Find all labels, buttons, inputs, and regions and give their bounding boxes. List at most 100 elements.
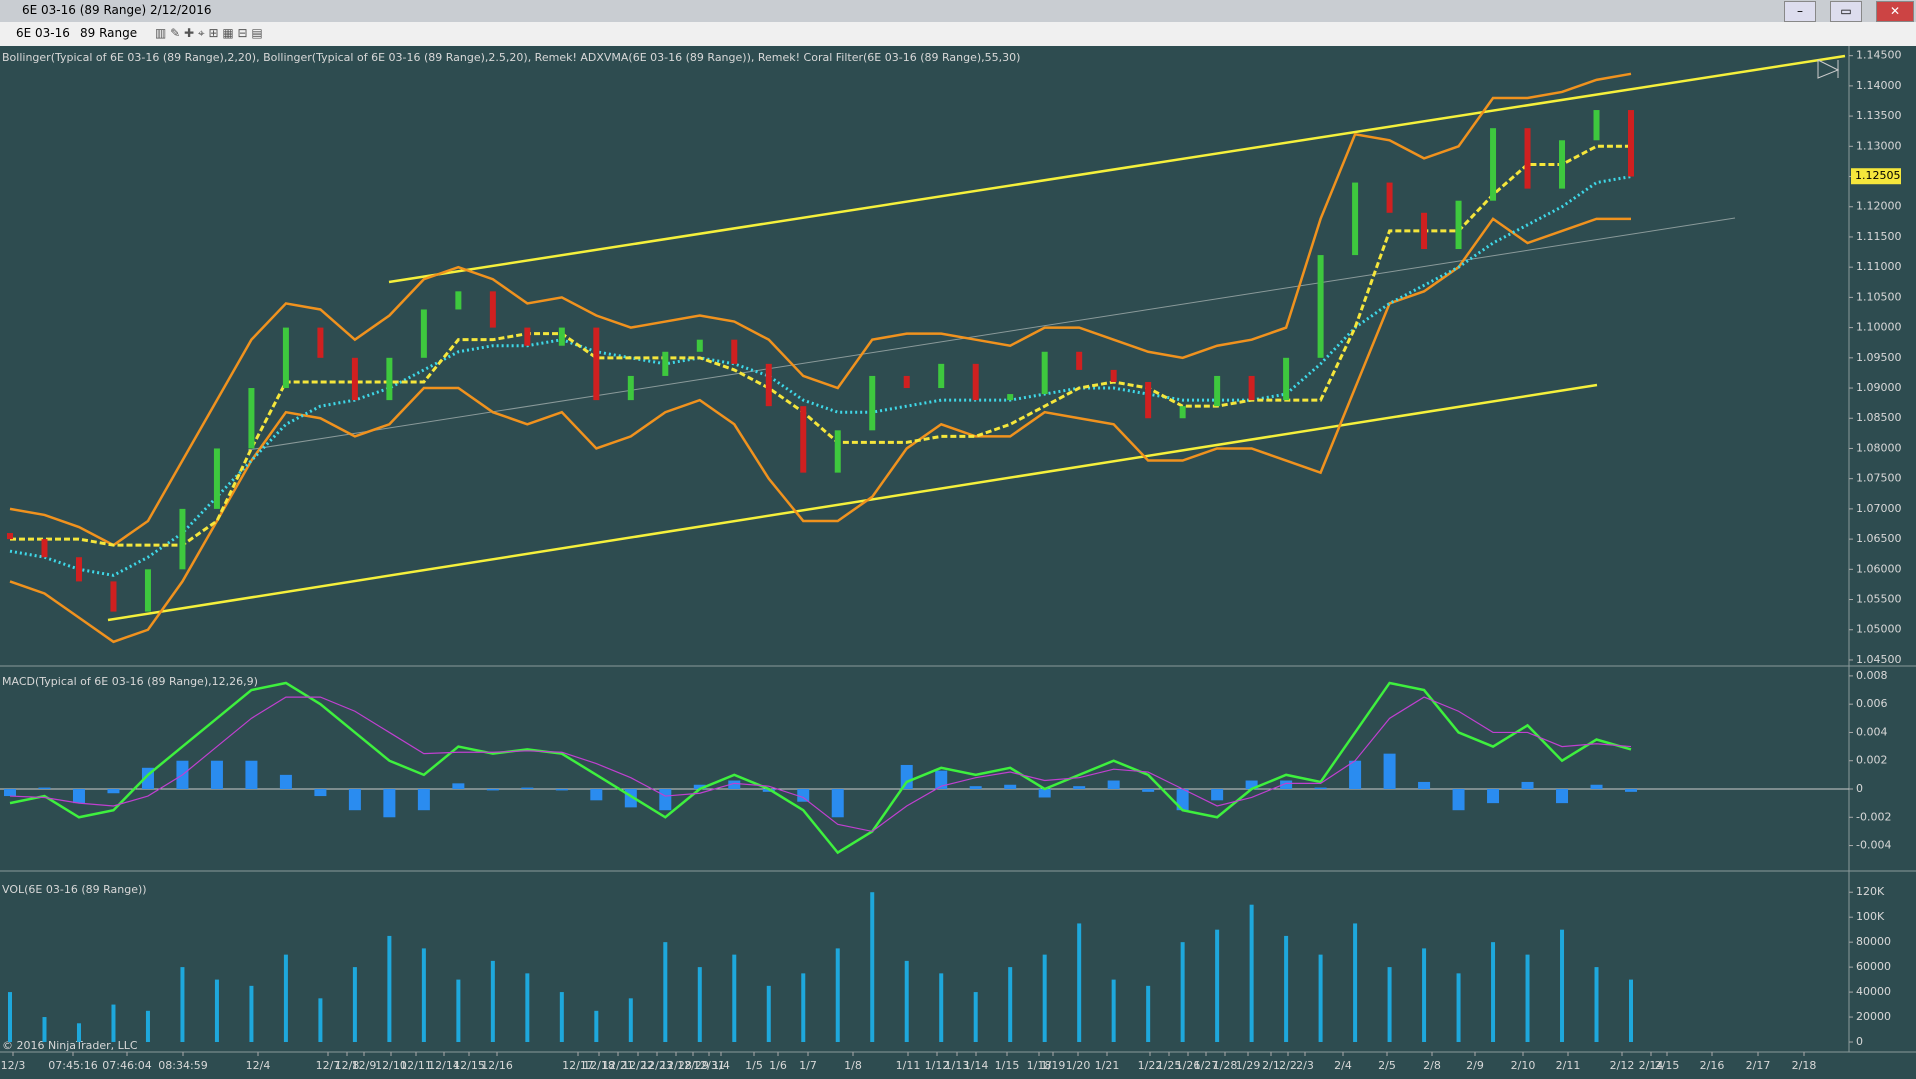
histogram-bar bbox=[659, 789, 672, 811]
candle bbox=[1490, 128, 1497, 201]
x-tick-label: 12/28 bbox=[660, 1059, 692, 1072]
x-tick-label: 1/15 bbox=[995, 1059, 1020, 1072]
candle bbox=[1421, 212, 1428, 250]
close-button[interactable]: ✕ bbox=[1876, 1, 1914, 22]
volume-bar bbox=[1560, 929, 1565, 1043]
x-tick-label: 12/17 bbox=[562, 1059, 594, 1072]
histogram-bar bbox=[521, 787, 534, 789]
x-tick-label: 2/14 bbox=[1639, 1059, 1664, 1072]
histogram-bar bbox=[72, 789, 85, 804]
x-tick-label: 1/13 bbox=[945, 1059, 970, 1072]
candle bbox=[1110, 369, 1117, 382]
minimize-button[interactable]: – bbox=[1784, 1, 1816, 22]
histogram-bar bbox=[1004, 784, 1017, 789]
histogram-bar bbox=[417, 789, 430, 811]
volume-bar bbox=[1180, 942, 1185, 1043]
x-tick-label: 12/3 bbox=[1, 1059, 26, 1072]
indicator-label: Bollinger(Typical of 6E 03-16 (89 Range)… bbox=[2, 51, 1020, 64]
volume-bar bbox=[1111, 979, 1116, 1043]
volume-bar bbox=[1249, 904, 1254, 1043]
histogram-bar bbox=[1521, 781, 1534, 789]
candle bbox=[1179, 406, 1186, 419]
volume-bar bbox=[1042, 954, 1047, 1043]
volume-bar bbox=[145, 1010, 150, 1043]
volume-bar bbox=[1284, 935, 1289, 1043]
candle bbox=[558, 327, 565, 346]
x-tick-label: 2/4 bbox=[1334, 1059, 1352, 1072]
y-tick-label: -0.002 bbox=[1856, 810, 1891, 823]
toolbar-icons[interactable]: ▥ ✎ ✚ ⌖ ⊞ ▦ ⊟ ▤ bbox=[155, 26, 263, 40]
x-tick-label: 1/21 bbox=[1095, 1059, 1120, 1072]
maximize-button[interactable]: ▭ bbox=[1830, 1, 1862, 22]
histogram-bar bbox=[831, 789, 844, 818]
volume-bar bbox=[628, 998, 633, 1043]
y-tick-label: 1.13000 bbox=[1856, 139, 1902, 152]
period-selector[interactable]: 89 Range bbox=[80, 26, 138, 40]
histogram-bar bbox=[797, 789, 810, 802]
candle bbox=[282, 327, 289, 389]
histogram-bar bbox=[1107, 780, 1120, 789]
volume-bar bbox=[1215, 929, 1220, 1043]
candle bbox=[179, 508, 186, 570]
volume-bar bbox=[835, 948, 840, 1043]
histogram-bar bbox=[969, 786, 982, 789]
x-tick-label: 12/10 bbox=[375, 1059, 407, 1072]
x-tick-label: 12/7 bbox=[316, 1059, 341, 1072]
x-tick-label: 12/21 bbox=[602, 1059, 634, 1072]
y-tick-label: 1.11000 bbox=[1856, 260, 1902, 273]
current-price-marker bbox=[1851, 168, 1901, 185]
histogram-bar bbox=[1556, 789, 1569, 804]
channel-mid-line bbox=[247, 217, 1736, 451]
candle bbox=[972, 363, 979, 401]
y-tick-label: 1.09500 bbox=[1856, 351, 1902, 364]
scroll-end-icon[interactable] bbox=[1817, 59, 1840, 79]
histogram-bar bbox=[935, 770, 948, 789]
volume-bar bbox=[1077, 923, 1082, 1043]
y-tick-label: 1.11500 bbox=[1856, 230, 1902, 243]
x-tick-label: 12/18 bbox=[583, 1059, 615, 1072]
x-tick-label: 07:45:16 bbox=[48, 1059, 97, 1072]
histogram-bar bbox=[1211, 789, 1224, 801]
candle bbox=[144, 569, 151, 612]
candle bbox=[834, 430, 841, 473]
window-title: 6E 03-16 (89 Range) 2/12/2016 bbox=[22, 3, 212, 17]
instrument-selector[interactable]: 6E 03-16 bbox=[16, 26, 70, 40]
indicator-line bbox=[9, 696, 1632, 833]
y-tick-label: 1.08500 bbox=[1856, 411, 1902, 424]
x-tick-label: 1/6 bbox=[769, 1059, 787, 1072]
candle bbox=[248, 388, 255, 449]
histogram-bar bbox=[1038, 789, 1051, 798]
candle bbox=[213, 448, 220, 509]
histogram-bar bbox=[4, 789, 16, 797]
volume-bar bbox=[352, 967, 357, 1043]
y-tick-label: 1.10500 bbox=[1856, 290, 1902, 303]
histogram-bar bbox=[1383, 753, 1396, 789]
volume-bar bbox=[421, 948, 426, 1043]
y-tick-label: 0.006 bbox=[1856, 697, 1888, 710]
candle bbox=[1041, 351, 1048, 395]
title-bar: 6E 03-16 (89 Range) 2/12/2016 – ▭ ✕ bbox=[0, 0, 1916, 22]
x-tick-label: 12/29 bbox=[677, 1059, 709, 1072]
y-tick-label: 20000 bbox=[1856, 1010, 1891, 1023]
volume-bar bbox=[1318, 954, 1323, 1043]
x-tick-label: 2/10 bbox=[1511, 1059, 1536, 1072]
y-tick-label: 1.09000 bbox=[1856, 381, 1902, 394]
y-tick-label: 0 bbox=[1856, 782, 1863, 795]
volume-bar bbox=[801, 973, 806, 1043]
x-tick-label: 2/11 bbox=[1556, 1059, 1581, 1072]
volume-bar bbox=[1387, 967, 1392, 1043]
x-tick-label: 08:34:59 bbox=[158, 1059, 207, 1072]
indicator-line bbox=[9, 217, 1631, 644]
y-tick-label: 1.07000 bbox=[1856, 502, 1902, 515]
histogram-bar bbox=[1280, 780, 1293, 789]
volume-bar bbox=[490, 960, 495, 1043]
volume-bar bbox=[973, 992, 978, 1043]
x-tick-label: 12/22 bbox=[622, 1059, 654, 1072]
x-tick-label: 1/11 bbox=[896, 1059, 921, 1072]
histogram-bar bbox=[245, 760, 258, 789]
histogram-bar bbox=[590, 789, 603, 801]
volume-bar bbox=[663, 942, 668, 1043]
volume-bar bbox=[283, 954, 288, 1043]
indicator-line bbox=[9, 681, 1632, 855]
